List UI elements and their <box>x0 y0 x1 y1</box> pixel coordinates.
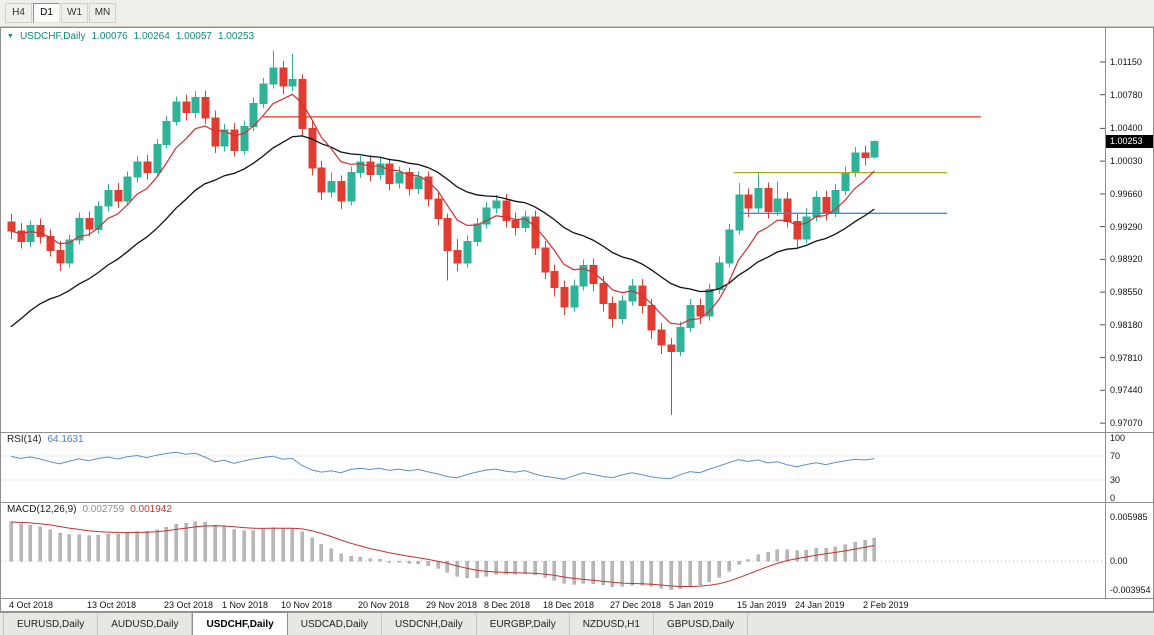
date-axis-label: 1 Nov 2018 <box>222 600 269 610</box>
price-axis-label: 0.97810 <box>1110 352 1143 363</box>
symbol-tab-bar: EURUSD,Daily AUDUSD,Daily USDCHF,Daily USDC… <box>0 612 1154 635</box>
price-axis-label: 1.00780 <box>1110 89 1143 100</box>
timeframe-button-w1[interactable]: W1 <box>61 3 88 23</box>
macd-signal-line <box>10 521 875 587</box>
rsi-current-value: 64.1631 <box>47 434 84 445</box>
candlestick-series <box>7 50 879 416</box>
price-axis[interactable]: 1.00253 1.01150 1.00780 1.00400 1.00030 0.99… <box>1105 28 1153 598</box>
rsi-label: RSI(14) 64.1631 <box>7 434 84 445</box>
symbol-tab-eurusd[interactable]: EURUSD,Daily <box>3 613 99 635</box>
rsi-line <box>10 451 875 480</box>
timeframe-button-d1[interactable]: D1 <box>33 3 60 23</box>
symbol-tab-usdchf[interactable]: USDCHF,Daily <box>192 612 288 635</box>
ma-slow-line <box>10 135 875 328</box>
symbol-tab-usdcad[interactable]: USDCAD,Daily <box>288 613 382 635</box>
date-axis-label: 24 Jan 2019 <box>795 600 845 610</box>
current-price-tag: 1.00253 <box>1106 135 1153 148</box>
price-axis-label: 1.00030 <box>1110 156 1143 167</box>
macd-histogram <box>9 521 876 590</box>
price-axis-label: 0.98920 <box>1110 254 1143 265</box>
symbol-tab-audusd[interactable]: AUDUSD,Daily <box>98 613 193 635</box>
macd-name-label: MACD(12,26,9) <box>7 504 77 515</box>
symbol-tab-nzdusd[interactable]: NZDUSD,H1 <box>570 613 654 635</box>
symbol-tab-usdcnh[interactable]: USDCNH,Daily <box>382 613 477 635</box>
symbol-tab-gbpusd[interactable]: GBPUSD,Daily <box>654 613 749 635</box>
ohlc-high-value: 1.00264 <box>133 31 170 42</box>
symbol-tab-eurgbp[interactable]: EURGBP,Daily <box>477 613 570 635</box>
price-axis-label: 0.99660 <box>1110 188 1143 199</box>
price-axis-label: 0.98180 <box>1110 319 1143 330</box>
ohlc-close-value: 1.00253 <box>217 31 255 42</box>
rsi-axis-label: 70 <box>1110 451 1121 461</box>
date-axis-label: 20 Nov 2018 <box>358 600 410 610</box>
date-axis-label: 2 Feb 2019 <box>863 600 909 610</box>
one-click-trading-arrow-icon[interactable]: ▼ <box>7 33 14 40</box>
macd-signal-value: 0.001942 <box>130 504 172 515</box>
macd-panel-splitter[interactable] <box>1 502 1153 503</box>
ohlc-open-value: 1.00076 <box>91 31 128 42</box>
timeframe-button-h4[interactable]: H4 <box>5 3 32 23</box>
chart-ohlc-header: ▼ USDCHF,Daily 1.00076 1.00264 1.00057 1… <box>7 31 254 43</box>
date-axis-label: 15 Jan 2019 <box>737 600 787 610</box>
date-axis-label: 10 Nov 2018 <box>281 600 333 610</box>
price-axis-label: 0.97440 <box>1110 385 1143 396</box>
macd-main-value: 0.002759 <box>82 504 125 515</box>
rsi-axis-label: 30 <box>1110 475 1121 485</box>
rsi-indicator-chart[interactable] <box>1 433 1105 502</box>
date-axis-label: 29 Nov 2018 <box>426 600 478 610</box>
date-axis-label: 27 Dec 2018 <box>610 600 662 610</box>
price-axis-label: 0.98550 <box>1110 287 1143 298</box>
price-axis-label: 0.97070 <box>1110 418 1143 429</box>
date-axis-label: 8 Dec 2018 <box>484 600 531 610</box>
rsi-panel-splitter[interactable] <box>1 432 1153 433</box>
date-axis-label: 23 Oct 2018 <box>164 600 214 610</box>
price-axis-label: 1.01150 <box>1110 57 1142 67</box>
date-axis-label: 4 Oct 2018 <box>9 600 54 610</box>
ohlc-low-value: 1.00057 <box>175 31 212 42</box>
date-axis[interactable]: 4 Oct 2018 13 Oct 2018 23 Oct 2018 1 Nov 20… <box>1 600 1105 611</box>
date-axis-label: 5 Jan 2019 <box>669 600 714 610</box>
macd-indicator-chart[interactable] <box>1 503 1105 598</box>
rsi-name-label: RSI(14) <box>7 434 42 445</box>
date-axis-label: 18 Dec 2018 <box>543 600 595 610</box>
main-price-chart[interactable] <box>1 28 1105 432</box>
rsi-axis-label: 0 <box>1110 493 1116 503</box>
price-axis-label: 0.99290 <box>1110 221 1143 232</box>
ma-fast-line <box>10 93 875 325</box>
price-axis-label: 1.00400 <box>1110 123 1143 134</box>
macd-axis-label: -0.003954 <box>1110 585 1151 596</box>
macd-axis-label: 0.00 <box>1110 556 1128 566</box>
date-axis-separator <box>1 598 1153 599</box>
timeframe-toolbar: H4 D1 W1 MN <box>0 0 1154 27</box>
timeframe-button-mn[interactable]: MN <box>89 3 116 23</box>
macd-label: MACD(12,26,9) 0.002759 0.001942 <box>7 504 172 515</box>
chart-window: ▼ USDCHF,Daily 1.00076 1.00264 1.00057 1… <box>0 27 1154 612</box>
chart-symbol-label: USDCHF,Daily <box>19 31 86 42</box>
date-axis-label: 13 Oct 2018 <box>87 600 137 610</box>
macd-axis-label: 0.005985 <box>1110 512 1148 522</box>
rsi-axis-label: 100 <box>1110 433 1126 443</box>
